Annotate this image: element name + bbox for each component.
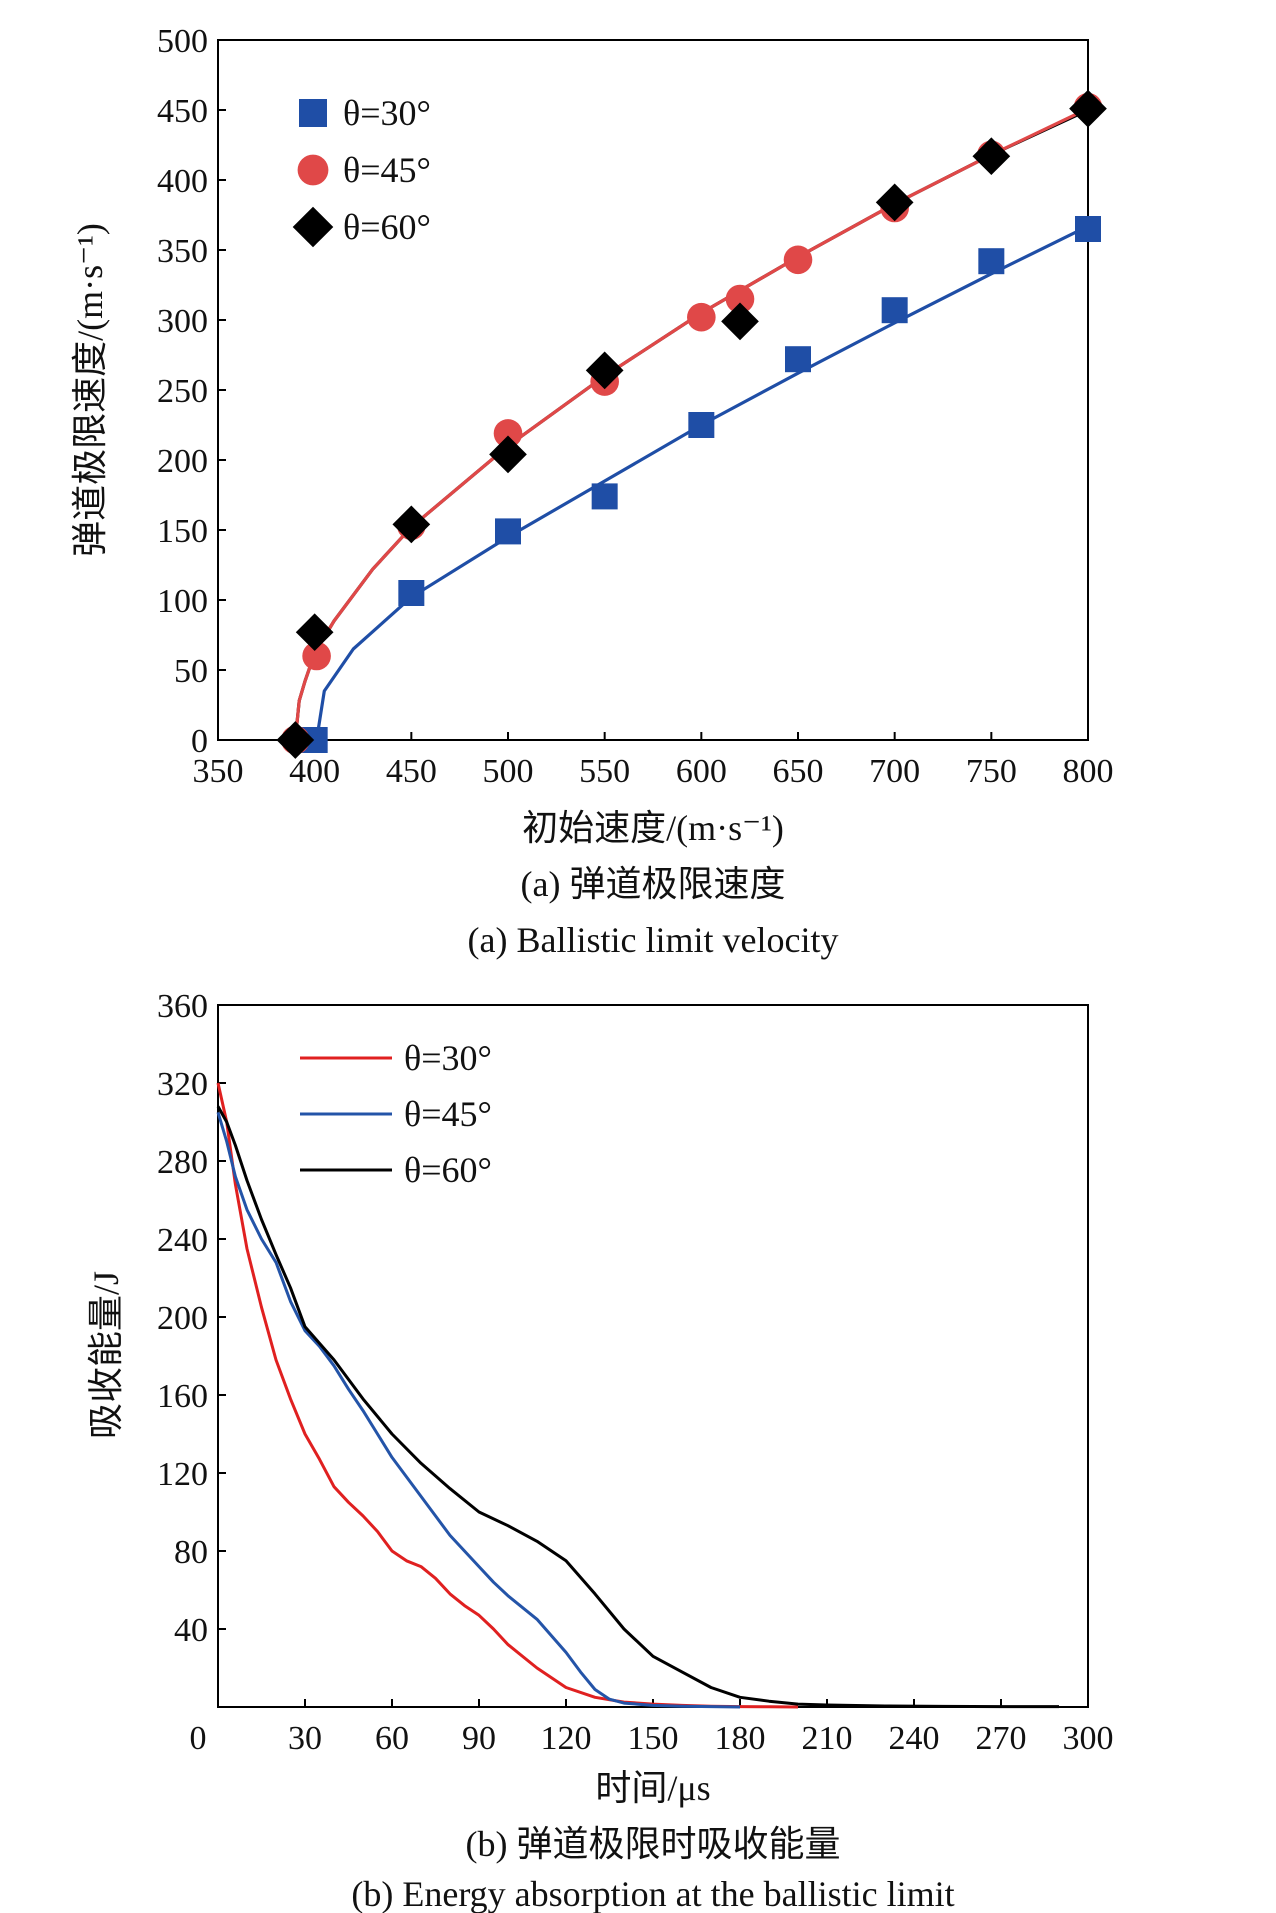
y-tick-label: 500 xyxy=(157,23,208,60)
x-tick-label: 270 xyxy=(976,1720,1027,1757)
data-point-diamond xyxy=(875,183,914,222)
y-tick-label: 250 xyxy=(157,373,208,410)
caption-en-b: (b) Energy absorption at the ballistic l… xyxy=(351,1874,954,1913)
caption-en-a: (a) Ballistic limit velocity xyxy=(468,920,839,960)
data-point-square xyxy=(591,483,618,510)
series-line xyxy=(216,1111,741,1709)
data-point-square xyxy=(299,99,327,127)
series-line xyxy=(216,1105,1059,1709)
legend-label: θ=45° xyxy=(343,150,431,190)
data-point-diamond xyxy=(295,613,334,652)
y-tick-label: 0 xyxy=(191,723,208,760)
legend-label: θ=30° xyxy=(343,93,431,133)
panel-a: 350 400 450 500 550 600 650 700 750 800 0 50 100 150 2… xyxy=(70,23,1114,960)
x-tick-label: 450 xyxy=(386,753,437,790)
x-tick-label: 90 xyxy=(462,1720,496,1757)
y-tick-label: 350 xyxy=(157,233,208,270)
data-point-diamond xyxy=(292,206,334,248)
x-tick-label: 180 xyxy=(715,1720,766,1757)
data-point-square xyxy=(398,580,425,606)
x-axis-label-a: 初始速度/(m·s⁻¹) xyxy=(522,808,784,848)
data-point-square xyxy=(688,412,715,438)
legend-label: θ=60° xyxy=(343,207,431,247)
plot-frame-b xyxy=(217,1004,1089,1708)
y-tick-label: 450 xyxy=(157,93,208,130)
fit-line xyxy=(293,107,1089,741)
x-tick-label: 150 xyxy=(628,1720,679,1757)
x-tick-label: 700 xyxy=(869,753,920,790)
fit-line xyxy=(315,224,1089,741)
y-tick-label: 300 xyxy=(157,303,208,340)
x-tick-label: 350 xyxy=(193,753,244,790)
data-point-diamond xyxy=(1069,89,1107,128)
legend-label: θ=45° xyxy=(404,1094,492,1134)
y-axis-label-a: 弹道极限速度/(m·s⁻¹) xyxy=(70,223,110,557)
x-tick-label: 0 xyxy=(190,1720,207,1757)
panel-b: 0 30 60 90 120 150 180 210 240 270 300 40 80 120 160 20… xyxy=(86,988,1114,1913)
data-point-diamond xyxy=(972,137,1011,176)
axis-ticks-b: 0 30 60 90 120 150 180 210 240 270 300 40 80 120 160 20… xyxy=(157,988,1114,1757)
y-tick-label: 120 xyxy=(157,1456,208,1493)
y-tick-label: 200 xyxy=(157,443,208,480)
data-point-diamond xyxy=(392,505,431,544)
data-point-circle xyxy=(783,245,813,275)
data-point-diamond xyxy=(585,351,624,390)
x-tick-label: 400 xyxy=(289,753,340,790)
y-axis-label-b: 吸收能量/J xyxy=(86,1271,126,1439)
data-point-circle xyxy=(687,302,716,332)
data-point-diamond xyxy=(489,435,527,474)
axis-ticks-a: 350 400 450 500 550 600 650 700 750 800 0 50 100 150 2… xyxy=(157,23,1114,790)
data-point-circle xyxy=(297,154,329,186)
data-point-circle xyxy=(302,641,331,671)
y-tick-label: 360 xyxy=(157,988,208,1025)
x-tick-label: 300 xyxy=(1063,1720,1114,1757)
data-point-square xyxy=(978,248,1005,275)
x-tick-label: 550 xyxy=(579,753,630,790)
legend-label: θ=60° xyxy=(404,1150,492,1190)
x-tick-label: 600 xyxy=(676,753,727,790)
legend-label: θ=30° xyxy=(404,1038,492,1078)
y-tick-label: 100 xyxy=(157,583,208,620)
data-markers-a xyxy=(276,89,1107,759)
y-tick-label: 320 xyxy=(157,1066,208,1103)
x-tick-label: 650 xyxy=(773,753,824,790)
data-point-square xyxy=(1075,216,1101,242)
data-point-circle xyxy=(725,284,755,314)
y-tick-label: 400 xyxy=(157,163,208,200)
y-tick-label: 240 xyxy=(157,1222,208,1259)
x-tick-label: 60 xyxy=(375,1720,409,1757)
legend-a: θ=30° θ=45° θ=60° xyxy=(292,93,431,248)
series-lines-b xyxy=(216,1082,1059,1709)
x-tick-label: 500 xyxy=(483,753,534,790)
x-tick-label: 210 xyxy=(802,1720,853,1757)
data-point-diamond xyxy=(276,721,315,759)
data-point-diamond xyxy=(721,302,759,341)
series-line xyxy=(216,1082,799,1709)
y-tick-label: 40 xyxy=(174,1612,208,1649)
x-tick-label: 240 xyxy=(889,1720,940,1757)
y-tick-label: 80 xyxy=(174,1534,208,1571)
x-tick-label: 800 xyxy=(1063,753,1114,790)
data-point-square xyxy=(495,518,521,545)
x-tick-label: 120 xyxy=(541,1720,592,1757)
data-point-circle xyxy=(493,419,523,448)
legend-b: θ=30° θ=45° θ=60° xyxy=(300,1038,492,1190)
x-tick-label: 30 xyxy=(288,1720,322,1757)
data-point-square xyxy=(881,297,908,324)
y-tick-label: 200 xyxy=(157,1300,208,1337)
y-tick-label: 150 xyxy=(157,513,208,550)
caption-cn-b: (b) 弹道极限时吸收能量 xyxy=(466,1824,841,1864)
x-tick-label: 750 xyxy=(966,753,1017,790)
y-tick-label: 160 xyxy=(157,1378,208,1415)
x-axis-label-b: 时间/μs xyxy=(595,1768,710,1808)
plot-frame-a xyxy=(217,39,1089,741)
data-point-square xyxy=(785,346,811,373)
y-tick-label: 280 xyxy=(157,1144,208,1181)
caption-cn-a: (a) 弹道极限速度 xyxy=(521,864,786,904)
y-tick-label: 50 xyxy=(174,653,208,690)
fit-lines-a xyxy=(293,107,1089,741)
